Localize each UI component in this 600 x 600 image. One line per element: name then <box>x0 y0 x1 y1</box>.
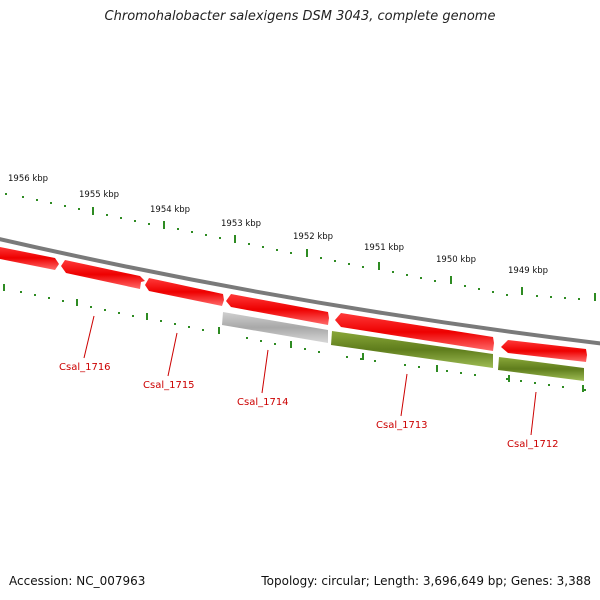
scale-label-1949: 1949 kbp <box>508 266 548 276</box>
scale-label-1955: 1955 kbp <box>79 190 119 200</box>
scale-label-1954: 1954 kbp <box>150 205 190 215</box>
scale-label-1953: 1953 kbp <box>221 219 261 229</box>
accession-label: Accession: NC_007963 <box>9 574 146 588</box>
gene-arrow-csal-1715[interactable] <box>61 260 145 289</box>
leader-csal-1716 <box>83 315 95 359</box>
gene-label-csal-1715[interactable]: Csal_1715 <box>143 380 195 391</box>
minor-tick-marks <box>5 193 580 300</box>
forward-genes[interactable] <box>0 246 587 362</box>
lower-tick-track <box>3 284 586 392</box>
gene-arrow-csal-1712[interactable] <box>335 313 494 351</box>
map-title: Chromohalobacter salexigens DSM 3043, co… <box>104 9 496 24</box>
feature-green-1[interactable] <box>331 331 493 368</box>
gene-label-csal-1714[interactable]: Csal_1714 <box>237 397 289 408</box>
scale-labels: 1956 kbp 1955 kbp 1954 kbp 1953 kbp 1952… <box>8 174 548 276</box>
gene-label-csal-1712[interactable]: Csal_1712 <box>507 439 559 450</box>
gene-label-csal-1713[interactable]: Csal_1713 <box>376 420 428 431</box>
leader-csal-1715 <box>167 332 178 377</box>
gene-arrow-csal-1714[interactable] <box>145 278 224 306</box>
major-tick-marks <box>92 207 596 301</box>
scale-label-1952: 1952 kbp <box>293 232 333 242</box>
lower-features[interactable] <box>222 312 584 381</box>
scale-label-1951: 1951 kbp <box>364 243 404 253</box>
gene-label-csal-1716[interactable]: Csal_1716 <box>59 362 111 373</box>
gene-arrow-csal-1711[interactable] <box>501 340 587 362</box>
leader-csal-1714 <box>261 349 269 394</box>
gene-arrow-csal-1716[interactable] <box>0 246 59 270</box>
lower-major-ticks <box>3 284 584 392</box>
lower-minor-ticks <box>20 291 586 391</box>
feature-grey[interactable] <box>222 312 328 343</box>
upper-tick-track <box>5 193 596 301</box>
gene-labels: Csal_1716 Csal_1715 Csal_1714 Csal_1713 … <box>59 362 559 450</box>
scale-label-1950: 1950 kbp <box>436 255 476 265</box>
feature-green-2[interactable] <box>498 357 584 381</box>
scale-label-1956: 1956 kbp <box>8 174 48 184</box>
leader-csal-1712 <box>530 391 537 436</box>
leader-csal-1713 <box>400 373 408 417</box>
genome-backbone <box>0 237 600 346</box>
genome-summary-label: Topology: circular; Length: 3,696,649 bp… <box>261 574 591 588</box>
gene-label-leaders <box>83 315 537 436</box>
gene-arrow-csal-1713[interactable] <box>226 294 329 325</box>
